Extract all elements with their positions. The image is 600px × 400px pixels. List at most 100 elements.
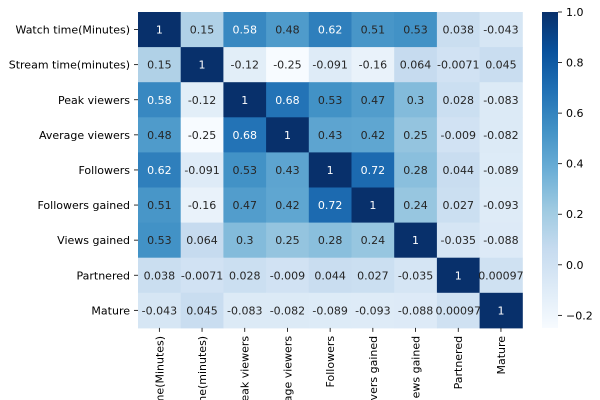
cell-value-label: 0.42 — [361, 129, 386, 142]
heatmap-cell — [308, 292, 352, 329]
heatmap-cell — [138, 82, 182, 118]
cell-value-label: -0.16 — [359, 59, 387, 72]
row-label: Average viewers — [39, 129, 130, 142]
cell-value-label: 0.064 — [400, 59, 432, 72]
cell-value-label: 0.028 — [229, 269, 261, 282]
heatmap-cell — [138, 257, 182, 294]
heatmap-cell — [180, 152, 224, 188]
colorbar-ticks: 1.0 0.8 0.6 0.4 0.2 0.0 −0.2 — [558, 6, 593, 322]
heatmap-cell — [266, 117, 310, 153]
heatmap-cell — [351, 82, 395, 118]
heatmap-cell — [308, 152, 352, 188]
cell-value-label: 0.045 — [186, 304, 218, 317]
heatmap-cell — [180, 12, 224, 48]
heatmap-cell — [479, 47, 523, 83]
column-label: rage viewers — [281, 336, 294, 400]
cell-value-label: 0.51 — [147, 199, 172, 212]
heatmap-cell — [394, 222, 438, 259]
cell-value-label: -0.088 — [483, 234, 518, 247]
column-label: me(minutes) — [196, 336, 209, 400]
heatmap-cell — [351, 292, 395, 329]
cell-value-label: 0.68 — [275, 94, 300, 107]
heatmap-cell — [479, 152, 523, 188]
colorbar-tick-label: 0.0 — [566, 259, 584, 272]
cell-value-label: 0.24 — [403, 199, 428, 212]
cell-value-label: 0.58 — [233, 24, 258, 37]
heatmap-cell — [479, 292, 523, 329]
cell-value-label: -0.091 — [184, 164, 219, 177]
heatmap-cell — [138, 152, 182, 188]
heatmap-cell — [180, 187, 224, 224]
heatmap-cell — [266, 82, 310, 118]
row-label: Mature — [91, 304, 130, 317]
heatmap-cell — [223, 257, 267, 294]
cell-value-label: -0.0071 — [437, 59, 479, 72]
cell-value-label: 0.00097 — [478, 269, 524, 282]
heatmap-cell — [223, 292, 267, 329]
cell-value-label: -0.035 — [441, 234, 476, 247]
cell-value-label: 1 — [497, 304, 504, 317]
heatmap-cell — [394, 257, 438, 294]
colorbar-gradient — [542, 12, 558, 328]
row-label: Followers — [78, 164, 130, 177]
cell-value-label: 1 — [199, 59, 206, 72]
cell-value-label: 0.72 — [318, 199, 343, 212]
cell-value-label: 0.72 — [361, 164, 386, 177]
heatmap-cell — [436, 47, 481, 83]
cell-value-label: -0.082 — [270, 304, 305, 317]
cell-value-label: 0.038 — [144, 269, 176, 282]
colorbar-tick-label: 1.0 — [566, 6, 584, 19]
colorbar-tick-label: 0.8 — [566, 57, 584, 70]
cell-value-label: 0.027 — [357, 269, 389, 282]
cell-value-label: 0.53 — [403, 24, 428, 37]
heatmap-cell — [394, 12, 438, 48]
cell-value-label: 0.68 — [233, 129, 258, 142]
heatmap-cell — [394, 187, 438, 224]
cell-value-label: -0.083 — [227, 304, 262, 317]
heatmap-cell — [479, 117, 523, 153]
row-label: Stream time(minutes) — [9, 59, 130, 72]
cell-value-label: -0.12 — [231, 59, 259, 72]
cell-value-label: -0.16 — [188, 199, 216, 212]
cell-value-label: -0.009 — [441, 129, 476, 142]
cell-value-label: 0.43 — [318, 129, 343, 142]
row-label: Views gained — [57, 234, 130, 247]
heatmap-cell — [223, 222, 267, 259]
heatmap-cell — [180, 47, 224, 83]
heatmap-cell — [138, 47, 182, 83]
heatmap-cell — [266, 222, 310, 259]
cell-value-label: 0.58 — [147, 94, 172, 107]
row-labels: Watch time(Minutes) Stream time(minutes) P… — [9, 24, 138, 317]
cell-value-label: 0.28 — [318, 234, 343, 247]
colorbar-tick-label: 0.4 — [566, 158, 584, 171]
cell-value-label: 0.00097 — [436, 304, 482, 317]
heatmap-cell — [394, 152, 438, 188]
cell-value-label: 0.53 — [233, 164, 258, 177]
cell-value-label: 0.51 — [361, 24, 386, 37]
column-labels: ime(Minutes) me(minutes) eak viewers rage v… — [153, 327, 508, 400]
heatmap-cell — [394, 292, 438, 329]
row-label: Watch time(Minutes) — [16, 24, 130, 37]
cell-value-label: 1 — [455, 269, 462, 282]
heatmap-cell — [266, 187, 310, 224]
cell-value-label: -0.12 — [188, 94, 216, 107]
heatmap-cell — [266, 152, 310, 188]
heatmap-cell — [266, 257, 310, 294]
row-label: Peak viewers — [58, 94, 130, 107]
cell-value-label: -0.093 — [355, 304, 390, 317]
cell-value-label: 0.62 — [147, 164, 172, 177]
cell-value-label: 0.47 — [233, 199, 258, 212]
cell-value-label: -0.25 — [188, 129, 216, 142]
cell-value-label: -0.035 — [398, 269, 433, 282]
row-label: Followers gained — [37, 199, 130, 212]
column-label: ime(Minutes) — [153, 336, 166, 400]
colorbar-tick-label: 0.2 — [566, 208, 584, 221]
cell-value-label: -0.25 — [273, 59, 301, 72]
heatmap-cell — [308, 82, 352, 118]
cell-value-label: 0.15 — [190, 24, 215, 37]
heatmap-cell-labels: 1 0.15 0.58 0.48 0.62 0.51 0.53 0.038 -0.043 0.15… — [142, 24, 524, 318]
cell-value-label: 0.028 — [443, 94, 475, 107]
cell-value-label: 0.25 — [403, 129, 428, 142]
heatmap-cell — [394, 82, 438, 118]
